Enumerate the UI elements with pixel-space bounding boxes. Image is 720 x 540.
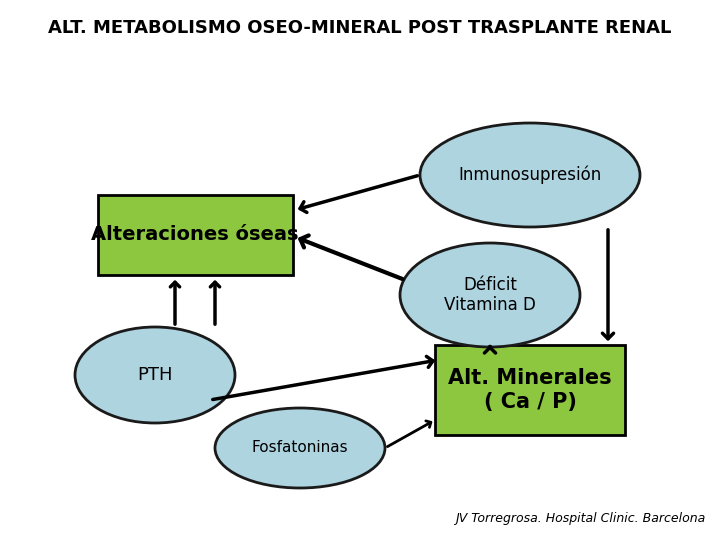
Text: Alt. Minerales
( Ca / P): Alt. Minerales ( Ca / P) <box>448 368 612 411</box>
Text: Alteraciones óseas: Alteraciones óseas <box>91 226 299 245</box>
Text: ALT. METABOLISMO OSEO-MINERAL POST TRASPLANTE RENAL: ALT. METABOLISMO OSEO-MINERAL POST TRASP… <box>48 19 672 37</box>
FancyBboxPatch shape <box>97 195 292 275</box>
Ellipse shape <box>420 123 640 227</box>
Ellipse shape <box>75 327 235 423</box>
Text: PTH: PTH <box>138 366 173 384</box>
Text: Inmunosupresión: Inmunosupresión <box>459 166 602 184</box>
Ellipse shape <box>400 243 580 347</box>
Text: Fosfatoninas: Fosfatoninas <box>252 441 348 456</box>
Ellipse shape <box>215 408 385 488</box>
Text: JV Torregrosa. Hospital Clinic. Barcelona: JV Torregrosa. Hospital Clinic. Barcelon… <box>455 512 705 525</box>
FancyBboxPatch shape <box>435 345 625 435</box>
Text: Déficit
Vitamina D: Déficit Vitamina D <box>444 275 536 314</box>
